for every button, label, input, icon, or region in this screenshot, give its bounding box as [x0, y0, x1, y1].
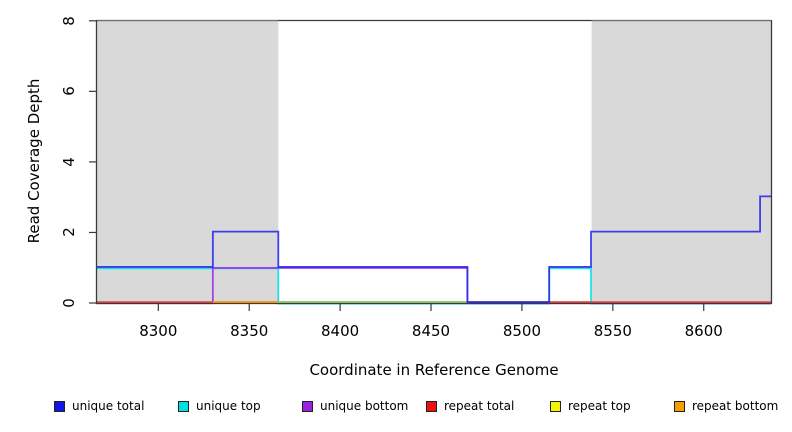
- legend-swatch-icon: [550, 400, 561, 412]
- x-tick-label: 8350: [230, 322, 269, 340]
- legend-item: unique total: [54, 398, 144, 414]
- y-axis-title: Read Coverage Depth: [25, 78, 43, 244]
- y-tick-label: 8: [60, 16, 78, 26]
- legend-label: repeat total: [444, 399, 515, 413]
- x-tick-label: 8500: [502, 322, 542, 340]
- legend-item: repeat total: [426, 398, 514, 414]
- shaded-region: [591, 20, 771, 303]
- y-tick-label: 0: [60, 298, 78, 308]
- shaded-region: [97, 20, 279, 303]
- legend: unique total unique top unique bottom repea…: [0, 398, 792, 416]
- x-axis-title: Coordinate in Reference Genome: [309, 361, 559, 379]
- legend-label: unique bottom: [320, 399, 409, 413]
- series-line-unique-total: [96, 195, 771, 304]
- legend-swatch-icon: [54, 400, 65, 412]
- legend-swatch-icon: [302, 400, 313, 412]
- y-tick-label: 2: [60, 227, 78, 238]
- legend-label: repeat bottom: [692, 399, 779, 413]
- legend-swatch-icon: [178, 400, 189, 412]
- legend-item: repeat top: [550, 398, 631, 414]
- x-tick-label: 8450: [411, 322, 451, 340]
- legend-item: unique top: [178, 398, 261, 414]
- legend-item: repeat bottom: [674, 398, 778, 414]
- x-tick-label: 8300: [139, 322, 178, 340]
- legend-swatch-icon: [426, 400, 437, 412]
- legend-label: repeat top: [568, 399, 631, 413]
- y-tick-label: 6: [60, 86, 78, 97]
- y-tick-label: 4: [60, 157, 78, 167]
- legend-item: unique bottom: [302, 398, 408, 414]
- legend-label: unique total: [72, 399, 145, 413]
- legend-label: unique top: [196, 399, 261, 413]
- x-tick-label: 8600: [684, 322, 723, 340]
- x-tick-label: 8400: [321, 322, 360, 340]
- legend-swatch-icon: [674, 400, 685, 412]
- x-tick-label: 8550: [593, 322, 632, 340]
